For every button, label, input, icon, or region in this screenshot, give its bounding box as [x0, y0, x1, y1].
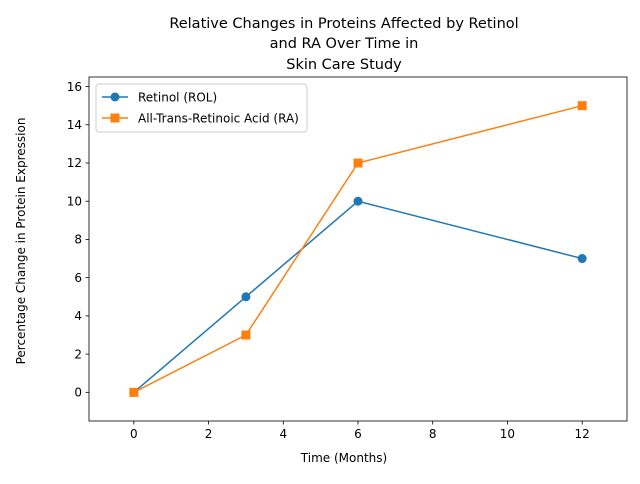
chart-title-line-3: Skin Care Study: [286, 57, 402, 73]
x-tick-label: 2: [205, 427, 213, 441]
y-tick-label: 8: [74, 233, 82, 247]
data-point: [241, 292, 251, 302]
legend-label-0: Retinol (ROL): [138, 90, 217, 104]
data-point: [577, 101, 587, 111]
x-tick-label: 6: [354, 427, 362, 441]
legend-box: [95, 83, 308, 133]
x-tick-label: 4: [279, 427, 287, 441]
legend: Retinol (ROL) All-Trans-Retinoic Acid (RA…: [95, 83, 308, 133]
y-axis-ticks: 0 2 4 6 8 10 12 14 16: [67, 80, 89, 400]
legend-marker-1: [110, 113, 120, 123]
data-point: [241, 330, 251, 340]
series-layer: [129, 101, 587, 397]
y-tick-label: 14: [67, 118, 82, 132]
legend-marker-0: [110, 92, 120, 102]
legend-label-1: All-Trans-Retinoic Acid (RA): [138, 111, 299, 125]
y-tick-label: 4: [74, 309, 82, 323]
data-point: [353, 196, 363, 206]
series-line-1: [133, 104, 583, 394]
data-point: [129, 387, 139, 397]
y-tick-label: 10: [67, 194, 82, 208]
y-tick-label: 0: [74, 386, 82, 400]
x-tick-label: 0: [130, 427, 138, 441]
data-point: [577, 254, 587, 264]
y-tick-label: 6: [74, 271, 82, 285]
x-tick-label: 12: [575, 427, 590, 441]
x-tick-label: 10: [500, 427, 515, 441]
y-tick-label: 16: [67, 80, 82, 94]
y-axis-label: Percentage Change in Protein Expression: [14, 118, 28, 365]
chart-title-line-1: Relative Changes in Proteins Affected by…: [169, 16, 518, 32]
x-tick-label: 8: [429, 427, 437, 441]
chart-title-line-2: and RA Over Time in: [270, 36, 419, 52]
x-axis-ticks: 0 2 4 6 8 10 12: [130, 421, 590, 441]
series-1: [129, 101, 587, 397]
y-tick-label: 2: [74, 347, 82, 361]
x-axis-label: Time (Months): [300, 451, 387, 465]
y-tick-label: 12: [67, 156, 82, 170]
data-point: [353, 158, 363, 168]
